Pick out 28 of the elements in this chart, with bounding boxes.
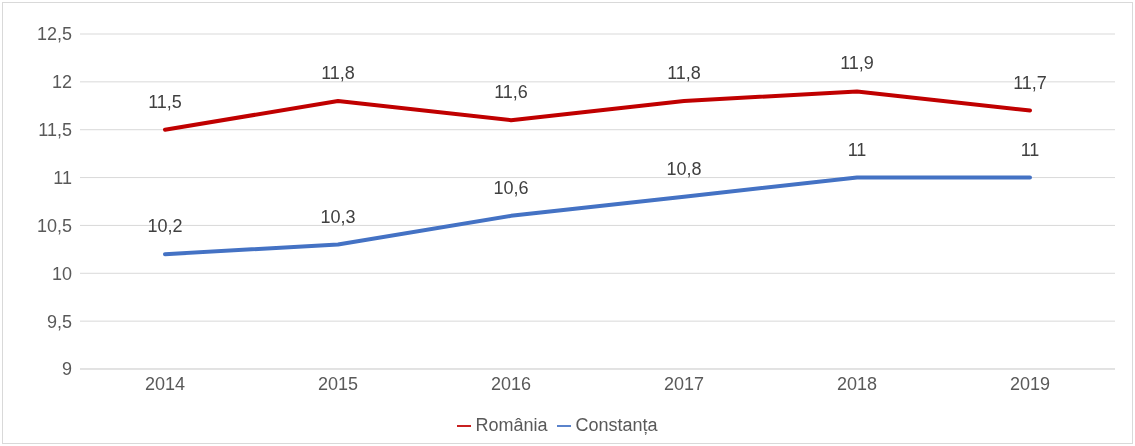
data-label: 11,9 xyxy=(840,53,874,74)
y-tick-label: 10,5 xyxy=(36,215,72,236)
x-tick-label: 2015 xyxy=(317,373,359,394)
data-label: 10,6 xyxy=(493,177,529,198)
data-label: 11,5 xyxy=(148,91,182,112)
data-label: 11,6 xyxy=(494,82,528,103)
legend-label: Constanța xyxy=(575,415,658,435)
y-tick-label: 9,5 xyxy=(46,311,72,332)
data-label: 10,3 xyxy=(320,206,356,227)
data-label: 10,8 xyxy=(666,158,702,179)
data-label: 11 xyxy=(1020,139,1040,160)
x-tick-label: 2019 xyxy=(1009,373,1051,394)
y-tick-label: 11 xyxy=(53,167,72,188)
data-label: 11,8 xyxy=(321,63,355,83)
x-tick-label: 2017 xyxy=(663,373,705,394)
y-tick-label: 12,5 xyxy=(36,24,72,45)
data-label: 11 xyxy=(847,139,867,160)
x-tick-label: 2014 xyxy=(144,373,186,394)
y-tick-label: 12 xyxy=(51,72,72,93)
legend-label: România xyxy=(475,415,548,435)
x-tick-label: 2018 xyxy=(836,373,878,394)
y-tick-label: 9 xyxy=(61,359,72,380)
y-tick-label: 11,5 xyxy=(38,120,72,141)
x-tick-label: 2016 xyxy=(490,373,532,394)
data-label: 11,8 xyxy=(667,63,701,83)
data-label: 11,7 xyxy=(1013,72,1047,93)
y-tick-label: 10 xyxy=(51,263,72,284)
data-label: 10,2 xyxy=(147,216,183,237)
